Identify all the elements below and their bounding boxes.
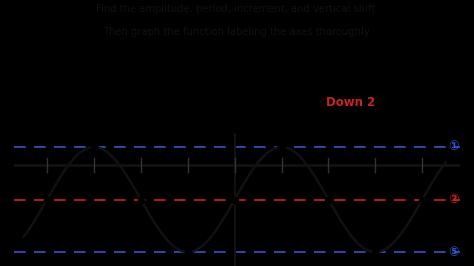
Text: $\pi$: $\pi$: [419, 175, 426, 184]
Text: Range:________: Range:________: [201, 117, 280, 128]
Text: $\frac{2\pi}{2} = \pi$: $\frac{2\pi}{2} = \pi$: [282, 40, 319, 62]
Text: $\frac{\pi}{4}$: $\frac{\pi}{4}$: [279, 175, 284, 190]
Text: $\frac{3\pi}{4}$: $\frac{3\pi}{4}$: [371, 175, 380, 191]
Text: Increment = $\frac{\pi}{4}$: Increment = $\frac{\pi}{4}$: [18, 96, 94, 113]
Text: $\frac{-\pi}{2}$: $\frac{-\pi}{2}$: [136, 175, 146, 190]
Point: [419, 197, 426, 202]
Text: Find the amplitude, period, increment, and vertical shift.: Find the amplitude, period, increment, a…: [96, 4, 378, 14]
Point: [90, 145, 98, 149]
Text: $\frac{\pi}{2}$: $\frac{\pi}{2}$: [326, 175, 331, 190]
Text: 1): 1): [18, 47, 41, 61]
Text: $\frac{-\pi}{4}$: $\frac{-\pi}{4}$: [183, 175, 192, 190]
Text: Domain=________: Domain=________: [18, 117, 110, 128]
Text: Down 2: Down 2: [326, 96, 375, 109]
Point: [184, 250, 191, 254]
Point: [137, 197, 145, 202]
Text: ②: ②: [448, 193, 459, 206]
Text: Period = $\frac{2\pi}{2}$ = $\pi$: Period = $\frac{2\pi}{2}$ = $\pi$: [201, 73, 283, 92]
Text: ⑤: ⑤: [448, 246, 459, 259]
Point: [278, 145, 285, 149]
Point: [372, 250, 379, 254]
Text: $\frac{-3\pi}{4}$: $\frac{-3\pi}{4}$: [87, 175, 100, 191]
Text: $\bigstar$Vertical Shift =: $\bigstar$Vertical Shift =: [201, 96, 292, 107]
Point: [43, 197, 51, 202]
Text: $y = 3\sin(2x) - 2$: $y = 3\sin(2x) - 2$: [50, 47, 158, 65]
Text: $\bigstar$Amplitude = $\overline{|3|} = 3$: $\bigstar$Amplitude = $\overline{|3|} = …: [18, 73, 130, 90]
Text: ①: ①: [448, 140, 459, 153]
Point: [325, 197, 332, 202]
Point: [231, 197, 238, 202]
Text: $-\pi$: $-\pi$: [40, 175, 54, 184]
Text: Then graph the function labeling the axes thoroughly.: Then graph the function labeling the axe…: [103, 27, 371, 37]
